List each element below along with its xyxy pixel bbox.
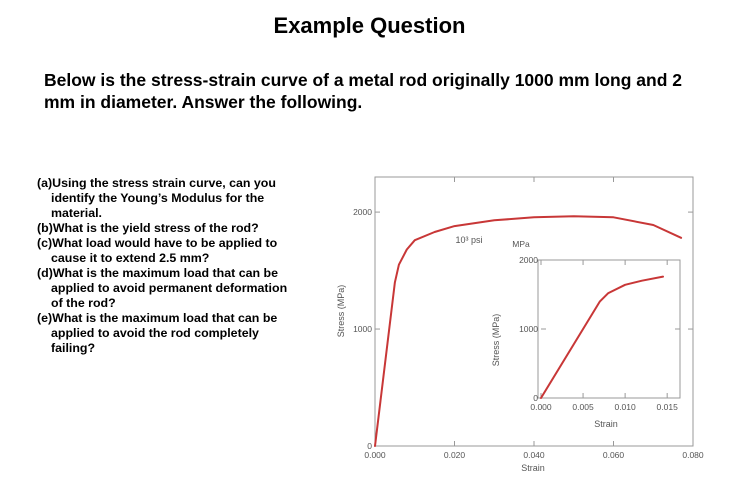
question-c: (c)What load would have to be applied to… [37,236,278,265]
main-x-tick-label: 0.040 [523,450,545,460]
main-y-axis-label: Stress (MPa) [336,285,346,338]
inset-y-axis-label: Stress (MPa) [491,314,501,367]
inset-x-tick-label: 0.010 [614,402,636,412]
inset-y-tick-label: 0 [533,393,538,403]
intro-text: Below is the stress-strain curve of a me… [44,70,682,112]
inset-y-tick-label: 2000 [519,255,538,265]
question-b: (b)What is the yield stress of the rod? [37,221,259,235]
page-title: Example Question [273,13,466,38]
main-x-tick-label: 0.080 [682,450,704,460]
inset-x-tick-label: 0.015 [657,402,679,412]
question-e: (e)What is the maximum load that can be … [37,311,278,355]
inset-series-line [540,275,664,399]
question-list: (a)Using the stress strain curve, can yo… [37,176,302,356]
question-d: (d)What is the maximum load that can be … [37,266,288,310]
inset-x-axis-label: Strain [594,419,618,429]
main-x-axis-label: Strain [521,463,545,473]
main-x-tick-label: 0.060 [603,450,625,460]
main-x-tick-label: 0.020 [444,450,466,460]
question-a: (a)Using the stress strain curve, can yo… [37,176,276,220]
inset-y-unit-label: MPa [512,239,530,249]
main-x-tick-label: 0.000 [364,450,386,460]
main-y-tick-label: 2000 [353,207,372,217]
main-y-tick-label: 0 [367,441,372,451]
inset-plot-frame [537,259,681,399]
inset-x-tick-label: 0.000 [530,402,552,412]
secondary-unit-label: 10³ psi [455,235,482,245]
inset-x-tick-label: 0.005 [572,402,594,412]
main-series-line [374,215,683,447]
inset-y-tick-label: 1000 [519,324,538,334]
main-y-tick-label: 1000 [353,324,372,334]
